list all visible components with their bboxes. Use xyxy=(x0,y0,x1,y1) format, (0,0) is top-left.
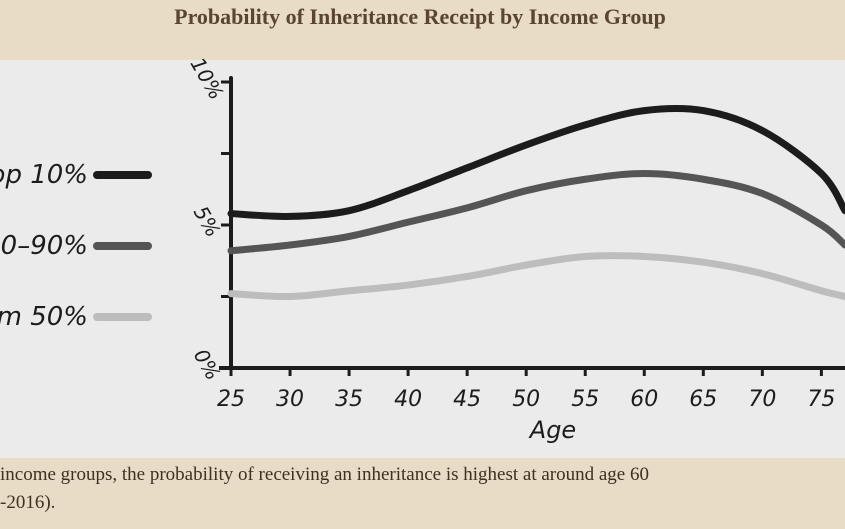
x-tick-label: 55 xyxy=(571,387,599,412)
x-tick-label: 35 xyxy=(335,387,363,412)
plot-background xyxy=(0,60,845,458)
series-line xyxy=(227,170,845,255)
x-tick-label: 65 xyxy=(689,387,717,412)
x-tick-label: 30 xyxy=(276,387,304,412)
x-tick-label: 25 xyxy=(217,387,245,412)
legend-label: m 50% xyxy=(0,302,88,332)
x-tick-label: 60 xyxy=(630,387,658,412)
x-tick-label: 75 xyxy=(807,387,835,412)
chart-title: Probability of Inheritance Receipt by In… xyxy=(174,4,666,29)
series-line xyxy=(227,104,845,220)
series-line xyxy=(227,252,845,301)
legend-label: op 10% xyxy=(0,160,88,190)
caption-band xyxy=(0,458,845,529)
x-axis-title: Age xyxy=(528,416,576,444)
legend-label: 0–90% xyxy=(1,231,88,261)
caption-line: income groups, the probability of receiv… xyxy=(0,464,649,485)
x-tick-label: 40 xyxy=(394,387,422,412)
title-band xyxy=(0,0,845,60)
x-tick-label: 70 xyxy=(748,387,776,412)
x-tick-label: 50 xyxy=(512,387,540,412)
x-tick-label: 45 xyxy=(453,387,481,412)
caption-line: -2016). xyxy=(0,492,55,513)
